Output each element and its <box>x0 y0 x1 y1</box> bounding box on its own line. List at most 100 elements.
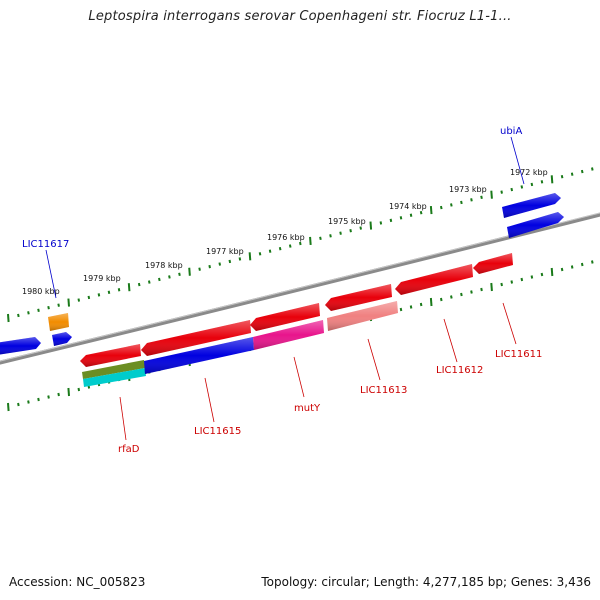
tick-label: 1974 kbp <box>389 202 427 211</box>
gene-mutY-red[interactable] <box>250 303 320 331</box>
minor-tick <box>218 262 222 266</box>
gene-mutY-magenta[interactable] <box>253 320 324 350</box>
minor-tick <box>27 400 30 404</box>
tick-label: 1977 kbp <box>206 247 244 256</box>
minor-tick <box>228 259 232 264</box>
gene-label-LIC11617[interactable]: LIC11617 <box>22 239 69 250</box>
gene-LIC11617-orange[interactable] <box>48 313 69 331</box>
minor-tick <box>540 180 544 184</box>
minor-tick <box>47 306 50 310</box>
minor-tick <box>349 228 352 233</box>
major-tick <box>429 297 433 307</box>
major-tick <box>7 402 10 412</box>
minor-tick <box>500 282 503 287</box>
gene-LIC11617-blue-small[interactable] <box>52 332 72 346</box>
gene-label-LIC11613[interactable]: LIC11613 <box>360 385 407 396</box>
minor-tick <box>409 213 413 217</box>
minor-tick <box>238 257 242 261</box>
minor-tick <box>198 267 201 271</box>
minor-tick <box>460 292 463 297</box>
major-tick <box>550 175 554 184</box>
minor-tick <box>37 308 40 312</box>
tick-label: 1978 kbp <box>145 261 183 270</box>
gene-LIC11611[interactable] <box>473 253 513 274</box>
minor-tick <box>117 288 121 292</box>
gene-label-LIC11615[interactable]: LIC11615 <box>194 426 241 437</box>
minor-tick <box>339 231 342 235</box>
minor-tick <box>520 185 524 189</box>
minor-tick <box>168 275 171 279</box>
gene-ubiA-1[interactable] <box>502 193 561 218</box>
minor-tick <box>419 210 423 215</box>
gene-rfaD[interactable] <box>80 344 141 367</box>
minor-tick <box>17 402 20 407</box>
minor-tick <box>77 387 81 392</box>
minor-tick <box>520 277 524 282</box>
tick-label: 1973 kbp <box>449 185 487 194</box>
gene-LIC11615-red[interactable] <box>141 320 251 356</box>
minor-tick <box>450 295 453 299</box>
minor-tick <box>379 221 383 225</box>
minor-tick <box>580 262 584 267</box>
major-tick <box>490 190 493 199</box>
minor-tick <box>77 298 81 302</box>
gene-LIC11612[interactable] <box>395 264 473 295</box>
minor-tick <box>570 172 574 176</box>
tick-label: 1980 kbp <box>22 287 60 296</box>
minor-tick <box>510 187 514 192</box>
major-tick <box>248 252 252 261</box>
gene-label-mutY[interactable]: mutY <box>294 403 321 414</box>
minor-tick <box>470 198 473 202</box>
minor-tick <box>359 226 362 230</box>
tick-label: 1979 kbp <box>83 274 121 283</box>
minor-tick <box>530 182 534 187</box>
minor-tick <box>178 272 181 277</box>
minor-tick <box>278 246 282 251</box>
major-tick <box>127 283 131 292</box>
minor-tick <box>419 302 423 307</box>
minor-tick <box>258 252 262 256</box>
tick-label: 1976 kbp <box>267 233 305 242</box>
major-tick <box>309 236 312 246</box>
minor-tick <box>137 282 141 287</box>
reverse-strand-genes <box>80 253 513 387</box>
gene-LIC11615-blue[interactable] <box>144 337 254 374</box>
forward-strand-genes <box>0 193 564 355</box>
minor-tick <box>470 290 473 294</box>
minor-tick <box>580 169 584 174</box>
gene-ubiA-2[interactable] <box>507 212 564 238</box>
accession-text: Accession: NC_005823 <box>9 575 146 589</box>
gene-LIC11613-red[interactable] <box>325 284 392 311</box>
gene-label-rfaD[interactable]: rfaD <box>118 444 140 455</box>
gene-label-ubiA[interactable]: ubiA <box>500 126 522 137</box>
outer-tick-ring <box>7 167 594 323</box>
minor-tick <box>319 236 322 241</box>
minor-tick <box>299 241 302 246</box>
major-tick <box>490 282 493 292</box>
minor-tick <box>450 203 453 207</box>
minor-tick <box>460 200 463 205</box>
major-tick <box>550 267 554 277</box>
tick-labels: 1972 kbp 1973 kbp 1974 kbp 1975 kbp 1976… <box>22 168 548 296</box>
genome-summary-text: Topology: circular; Length: 4,277,185 bp… <box>261 575 591 589</box>
gene-LIC11617-blue-left[interactable] <box>0 337 41 355</box>
major-tick <box>429 206 433 215</box>
minor-tick <box>17 313 20 318</box>
label-leaders <box>45 136 525 441</box>
minor-tick <box>439 205 443 210</box>
minor-tick <box>107 290 111 295</box>
gene-label-LIC11611[interactable]: LIC11611 <box>495 349 542 360</box>
major-tick <box>369 221 373 230</box>
minor-tick <box>268 249 272 253</box>
minor-tick <box>57 303 60 307</box>
minor-tick <box>97 293 101 297</box>
gene-LIC11613-salmon[interactable] <box>327 301 398 331</box>
tick-label: 1975 kbp <box>328 217 366 226</box>
tick-label: 1972 kbp <box>510 168 548 177</box>
minor-tick <box>147 280 151 284</box>
major-tick <box>67 387 71 397</box>
gene-label-LIC11612[interactable]: LIC11612 <box>436 365 483 376</box>
gene-rfaD-lower[interactable] <box>82 360 146 387</box>
minor-tick <box>409 305 413 309</box>
